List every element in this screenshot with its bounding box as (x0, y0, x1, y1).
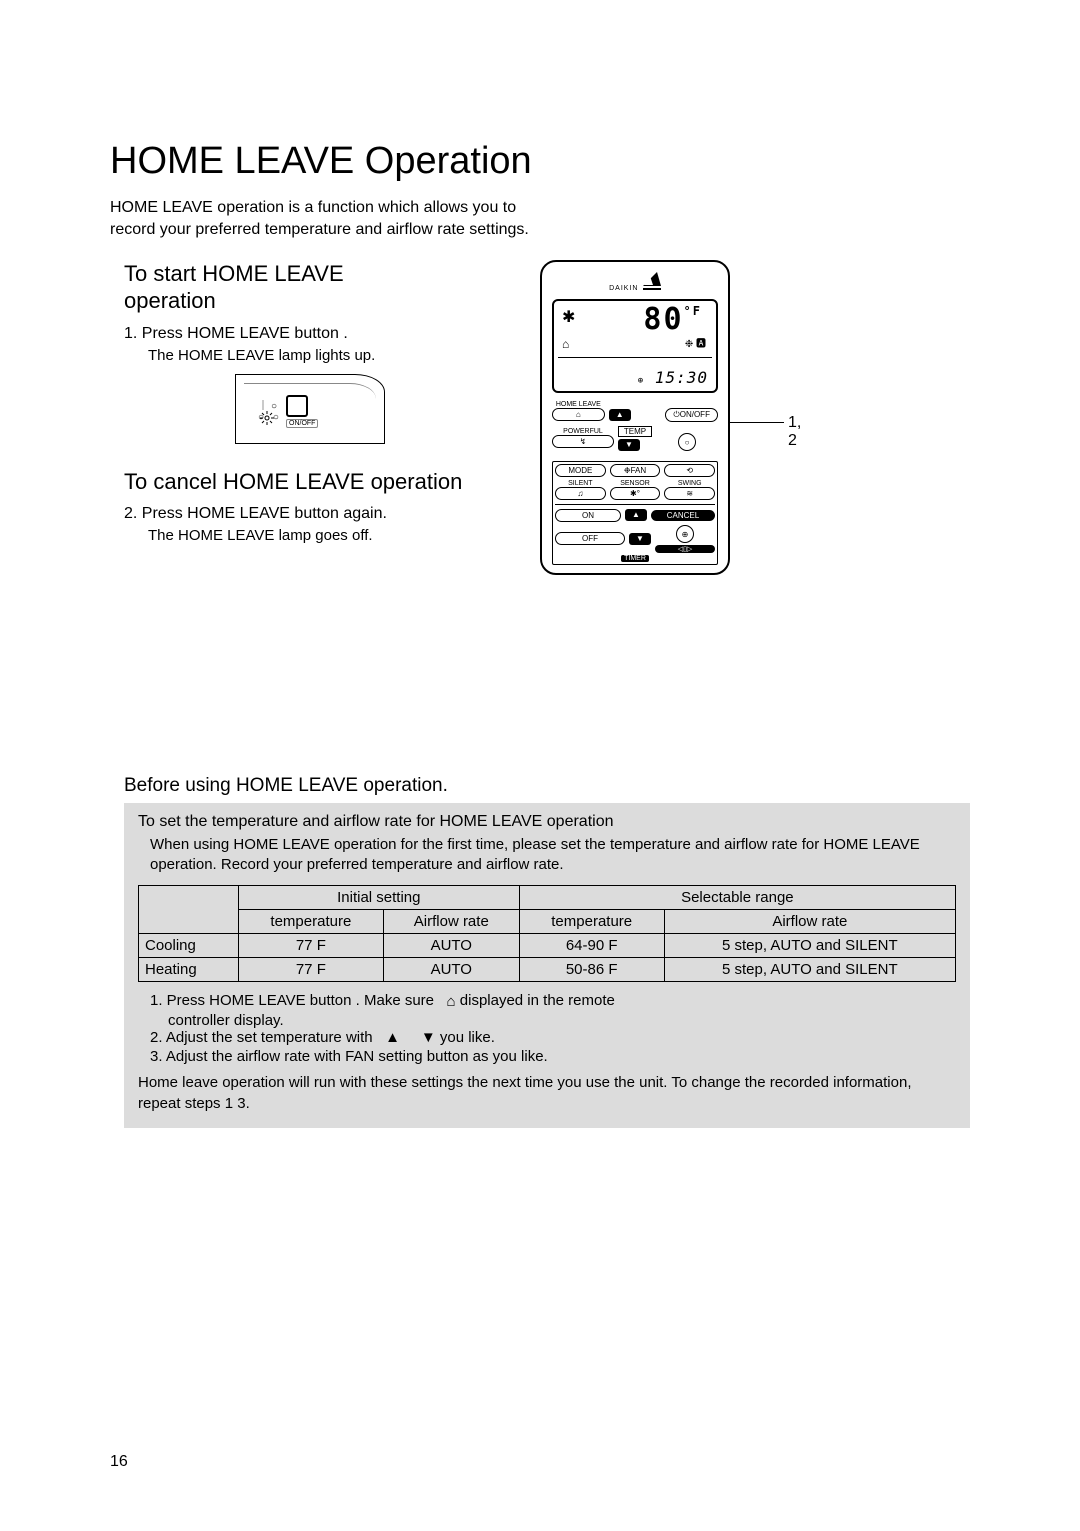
sensor-label: SENSOR (610, 480, 661, 487)
display-time: ⊕ 15:30 (638, 368, 708, 387)
th-initial: Initial setting (238, 886, 519, 910)
reset-button: ◁▯▷ (655, 545, 715, 553)
table-row: Cooling 77 F AUTO 64-90 F 5 step, AUTO a… (139, 934, 956, 958)
instruction-box: To set the temperature and airflow rate … (124, 803, 970, 1128)
silent-button: ♫ (555, 487, 606, 500)
table-row: Heating 77 F AUTO 50-86 F 5 step, AUTO a… (139, 958, 956, 982)
th-temp-2: temperature (519, 910, 664, 934)
timer-off-button: OFF (555, 532, 625, 545)
settings-table: Initial setting Selectable range tempera… (138, 885, 956, 982)
cancel-heading: To cancel HOME LEAVE operation (124, 468, 510, 496)
page-number: 16 (110, 1453, 128, 1471)
remote-brand: DAIKIN (609, 285, 638, 292)
temp-label: TEMP (618, 426, 652, 437)
box-step-1: 1. Press HOME LEAVE button . Make sure ⌂… (150, 992, 956, 1010)
lamp-onoff-label: ON/OFF (286, 419, 318, 428)
swing-button: ≋ (664, 487, 715, 500)
callout-line (728, 422, 784, 423)
cancel-step-2-sub: The HOME LEAVE lamp goes off. (148, 527, 510, 544)
sensor-button: ✱° (610, 487, 661, 500)
box-step-2: 2. Adjust the set temperature with ▲ ▼ y… (150, 1029, 956, 1047)
callout-label: 1, 2 (788, 414, 801, 450)
box-description: When using HOME LEAVE operation for the … (150, 835, 956, 876)
led-indicator: ○ (678, 433, 696, 451)
box-step-1-cont: controller display. (168, 1012, 956, 1029)
clock-button: ⊕ (676, 525, 694, 543)
lamp-diagram: ｜○○ ○ ON/OFF (235, 374, 385, 444)
box-subtitle: To set the temperature and airflow rate … (138, 813, 956, 831)
th-temp-1: temperature (238, 910, 383, 934)
display-house-icon: ⌂ (562, 337, 569, 351)
brand-logo-icon (643, 272, 661, 290)
temp-down-button: ▼ (618, 439, 640, 451)
house-icon: ⌂ (447, 993, 456, 1010)
cancel-step-2: 2. Press HOME LEAVE button again. (124, 505, 510, 523)
remote-controller-diagram: DAIKIN ✱ 80°F ❉ 🅰 ⌂ ⊕ 15:30 (540, 260, 730, 575)
lamp-sun-icon (260, 411, 274, 425)
display-fan-icon: ❉ 🅰 (685, 335, 706, 350)
timer-on-button: ON (555, 509, 621, 522)
timer-label: TIMER (621, 555, 649, 562)
lamp-button-icon (286, 395, 308, 417)
silent-label: SILENT (555, 480, 606, 487)
start-heading: To start HOME LEAVE operation (124, 260, 510, 315)
powerful-label: POWERFUL (552, 428, 614, 435)
home-leave-label: HOME LEAVE (552, 401, 605, 408)
up-triangle-icon: ▲ (385, 1029, 400, 1046)
cancel-button: CANCEL (651, 510, 715, 521)
swing-top-button: ⟲ (664, 464, 715, 477)
th-airflow-1: Airflow rate (383, 910, 519, 934)
before-heading: Before using HOME LEAVE operation. (124, 775, 970, 797)
th-range: Selectable range (519, 886, 955, 910)
display-temperature: 80°F (558, 305, 712, 335)
page-title: HOME LEAVE Operation (110, 140, 970, 183)
temp-up-button: ▲ (609, 409, 631, 421)
down-triangle-icon: ▼ (421, 1029, 436, 1046)
remote-display: ✱ 80°F ❉ 🅰 ⌂ ⊕ 15:30 (552, 299, 718, 393)
powerful-button: ↯ (552, 435, 614, 448)
onoff-button: ⏻ON/OFF (665, 408, 718, 422)
timer-up-button: ▲ (625, 509, 647, 521)
fan-button: ❉FAN (610, 464, 661, 477)
snowflake-icon: ✱ (562, 307, 575, 327)
mode-button: MODE (555, 464, 606, 477)
box-footer: Home leave operation will run with these… (138, 1073, 956, 1114)
th-airflow-2: Airflow rate (664, 910, 955, 934)
intro-text: HOME LEAVE operation is a function which… (110, 197, 970, 242)
start-step-1: 1. Press HOME LEAVE button . (124, 325, 510, 343)
start-step-1-sub: The HOME LEAVE lamp lights up. (148, 347, 510, 364)
swing-label: SWING (664, 480, 715, 487)
home-leave-button: ⌂ (552, 408, 605, 421)
box-step-3: 3. Adjust the airflow rate with FAN sett… (150, 1048, 956, 1065)
timer-down-button: ▼ (629, 533, 651, 545)
